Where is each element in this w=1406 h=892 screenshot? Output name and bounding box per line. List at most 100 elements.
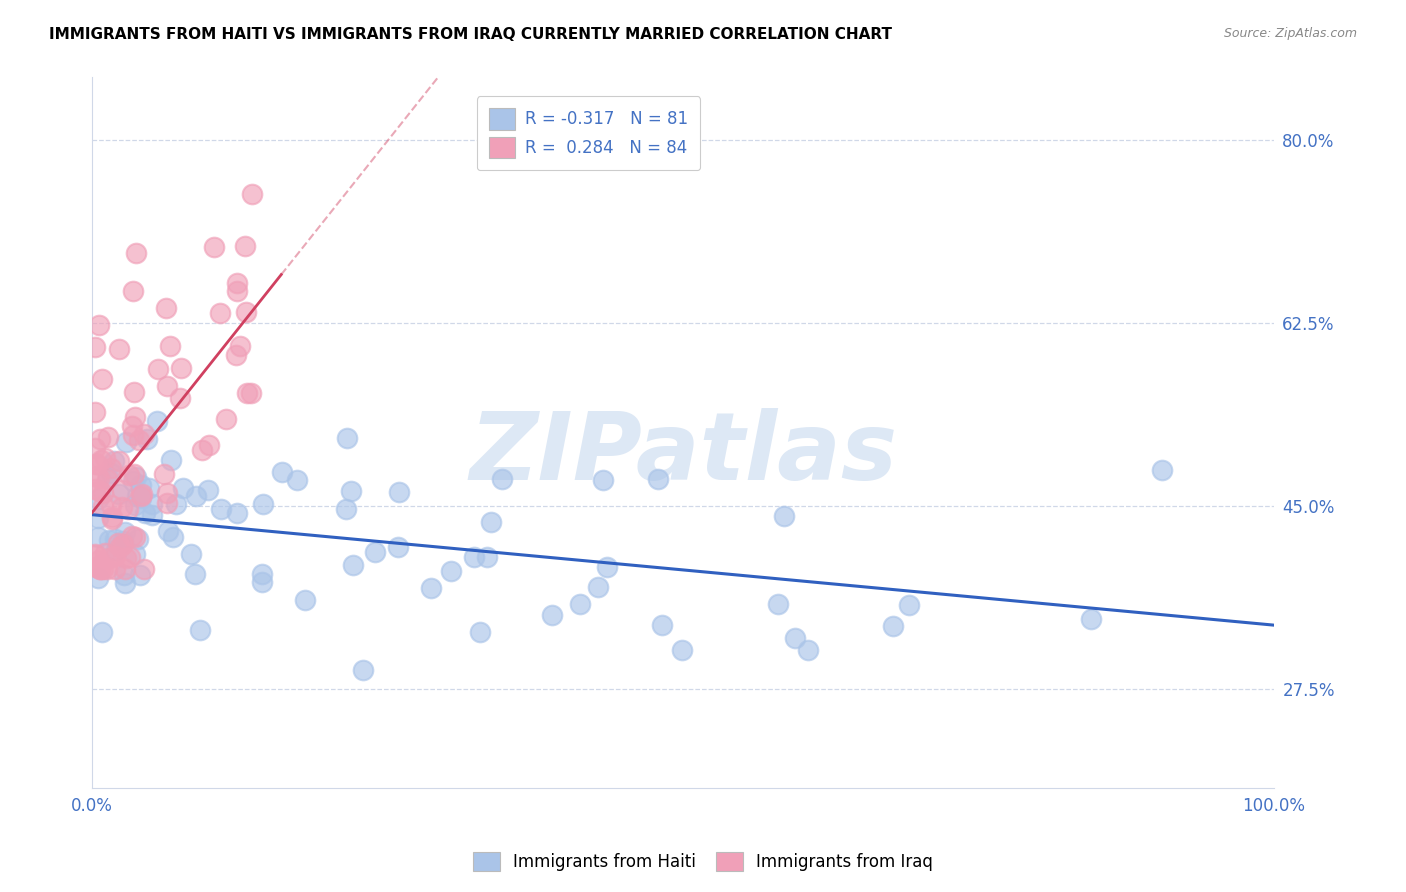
Point	[115, 435, 138, 450]
Point	[125, 246, 148, 260]
Point	[225, 348, 247, 362]
Point	[104, 562, 127, 576]
Point	[184, 489, 207, 503]
Point	[114, 562, 136, 576]
Point	[131, 478, 153, 492]
Point	[188, 623, 211, 637]
Point	[271, 465, 294, 479]
Point	[108, 541, 131, 555]
Point	[170, 361, 193, 376]
Point	[388, 484, 411, 499]
Point	[91, 372, 114, 386]
Point	[340, 483, 363, 498]
Point	[97, 550, 120, 565]
Point	[96, 472, 118, 486]
Point	[226, 284, 249, 298]
Point	[114, 524, 136, 539]
Point	[335, 502, 357, 516]
Point	[190, 443, 212, 458]
Point	[647, 473, 669, 487]
Point	[89, 558, 111, 573]
Point	[112, 533, 135, 548]
Point	[121, 419, 143, 434]
Point	[387, 541, 409, 555]
Point	[131, 491, 153, 505]
Point	[108, 487, 131, 501]
Point	[233, 239, 256, 253]
Point	[180, 547, 202, 561]
Point	[134, 427, 156, 442]
Point	[202, 240, 225, 254]
Point	[165, 497, 187, 511]
Point	[124, 498, 146, 512]
Point	[138, 481, 160, 495]
Point	[156, 495, 179, 509]
Point	[89, 318, 111, 332]
Point	[84, 405, 107, 419]
Point	[882, 619, 904, 633]
Point	[184, 566, 207, 581]
Text: IMMIGRANTS FROM HAITI VS IMMIGRANTS FROM IRAQ CURRENTLY MARRIED CORRELATION CHAR: IMMIGRANTS FROM HAITI VS IMMIGRANTS FROM…	[49, 27, 893, 42]
Point	[159, 453, 181, 467]
Point	[93, 562, 115, 576]
Point	[96, 562, 118, 576]
Point	[124, 409, 146, 424]
Point	[235, 304, 257, 318]
Point	[285, 473, 308, 487]
Point	[131, 486, 153, 500]
Point	[236, 386, 259, 401]
Point	[83, 482, 105, 496]
Point	[134, 562, 156, 576]
Point	[125, 470, 148, 484]
Point	[141, 498, 163, 512]
Point	[89, 562, 111, 576]
Point	[100, 510, 122, 524]
Point	[1080, 612, 1102, 626]
Point	[596, 559, 619, 574]
Point	[94, 450, 117, 465]
Point	[671, 643, 693, 657]
Point	[101, 511, 124, 525]
Point	[136, 432, 159, 446]
Point	[86, 469, 108, 483]
Point	[209, 501, 232, 516]
Point	[122, 467, 145, 481]
Point	[118, 549, 141, 564]
Point	[592, 473, 614, 487]
Point	[342, 558, 364, 572]
Point	[156, 378, 179, 392]
Point	[772, 508, 794, 523]
Point	[83, 547, 105, 561]
Point	[239, 386, 262, 401]
Point	[225, 506, 247, 520]
Point	[87, 510, 110, 524]
Point	[87, 553, 110, 567]
Point	[766, 597, 789, 611]
Point	[87, 491, 110, 506]
Point	[97, 471, 120, 485]
Point	[124, 530, 146, 544]
Point	[797, 643, 820, 657]
Point	[114, 568, 136, 582]
Point	[122, 427, 145, 442]
Point	[100, 461, 122, 475]
Point	[115, 551, 138, 566]
Point	[104, 549, 127, 564]
Point	[114, 575, 136, 590]
Point	[491, 472, 513, 486]
Point	[91, 625, 114, 640]
Point	[117, 502, 139, 516]
Point	[294, 592, 316, 607]
Point	[541, 607, 564, 622]
Legend: Immigrants from Haiti, Immigrants from Iraq: Immigrants from Haiti, Immigrants from I…	[465, 843, 941, 880]
Legend: R = -0.317   N = 81, R =  0.284   N = 84: R = -0.317 N = 81, R = 0.284 N = 84	[477, 96, 700, 170]
Point	[89, 562, 111, 576]
Point	[198, 438, 221, 452]
Point	[98, 533, 121, 548]
Point	[93, 485, 115, 500]
Point	[146, 414, 169, 428]
Point	[121, 529, 143, 543]
Point	[125, 489, 148, 503]
Point	[103, 454, 125, 468]
Point	[141, 508, 163, 522]
